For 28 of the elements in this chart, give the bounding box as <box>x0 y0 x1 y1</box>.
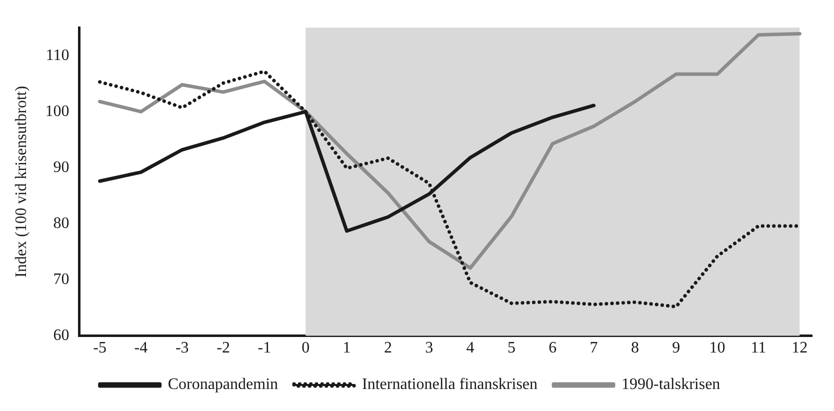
x-tick-label: 6 <box>548 340 557 357</box>
x-tick-label: 2 <box>384 340 392 357</box>
legend-label: Internationella finanskrisen <box>362 376 538 394</box>
x-tick-label: 11 <box>750 340 766 357</box>
x-tick-label: 7 <box>590 340 598 357</box>
y-tick-label: 60 <box>53 327 70 344</box>
y-tick-label: 90 <box>53 158 70 176</box>
y-tick-label: 70 <box>53 270 70 288</box>
x-tick-label: -1 <box>258 340 272 357</box>
x-tick-label: -2 <box>216 340 230 357</box>
x-tick-label: 9 <box>672 340 680 357</box>
x-tick-label: 1 <box>342 340 351 357</box>
x-tick-label: 3 <box>425 340 434 357</box>
x-tick-label: -3 <box>175 340 189 357</box>
x-tick-label: -5 <box>93 340 106 357</box>
x-tick-label: 5 <box>507 340 516 357</box>
x-tick-label: 8 <box>630 340 639 357</box>
legend-label: 1990-talskrisen <box>622 376 720 394</box>
y-axis-title: Index (100 vid krisensutbrott) <box>12 86 30 278</box>
x-tick-label: 10 <box>709 340 726 357</box>
y-tick-label: 110 <box>46 46 70 64</box>
y-tick-label: 80 <box>53 214 70 232</box>
x-tick-label: 4 <box>466 340 474 357</box>
x-tick-label: 12 <box>792 340 808 357</box>
x-tick-label: 0 <box>302 340 310 357</box>
legend-label: Coronapandemin <box>168 376 278 394</box>
y-tick-label: 100 <box>45 102 70 120</box>
x-tick-label: -4 <box>134 340 148 357</box>
